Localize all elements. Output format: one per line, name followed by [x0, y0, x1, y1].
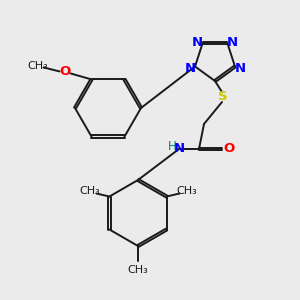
Text: N: N — [173, 142, 184, 155]
Text: N: N — [227, 35, 238, 49]
Text: S: S — [218, 91, 228, 103]
Text: N: N — [234, 62, 245, 75]
Text: O: O — [60, 65, 71, 78]
Text: O: O — [224, 142, 235, 155]
Text: N: N — [192, 35, 203, 49]
Text: CH₃: CH₃ — [27, 61, 48, 71]
Text: H: H — [168, 140, 176, 152]
Text: CH₃: CH₃ — [128, 265, 148, 275]
Text: CH₃: CH₃ — [176, 187, 197, 196]
Text: N: N — [184, 62, 196, 75]
Text: CH₃: CH₃ — [79, 187, 100, 196]
